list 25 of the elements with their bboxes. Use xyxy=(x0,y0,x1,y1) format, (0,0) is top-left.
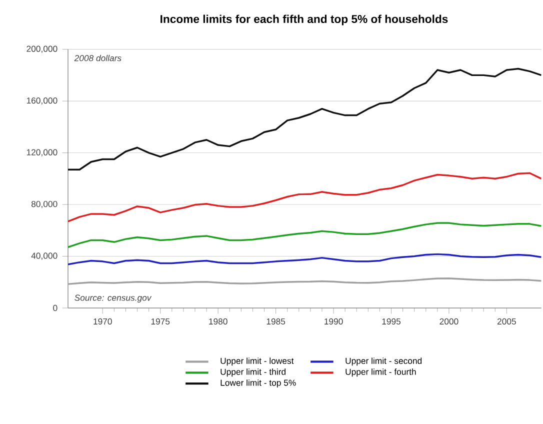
x-tick-label: 2000 xyxy=(440,318,458,325)
line-series xyxy=(68,222,542,248)
line-series xyxy=(68,68,542,170)
y-tick-label: 160,000 xyxy=(26,97,58,105)
y-tick-label: 200,000 xyxy=(26,46,58,53)
legend-label: Upper limit - third xyxy=(220,368,286,377)
line-series xyxy=(68,172,542,222)
x-tick-label: 1975 xyxy=(151,318,170,325)
legend-label: Upper limit - lowest xyxy=(220,358,294,366)
x-tick-label: 1985 xyxy=(266,318,286,325)
legend-label: Upper limit - fourth xyxy=(346,368,416,377)
legend-label: Upper limit - second xyxy=(346,358,422,366)
legend-label: Lower limit - top 5% xyxy=(220,379,296,388)
annotation: 2008 dollars xyxy=(74,54,122,62)
x-tick-label: 1970 xyxy=(94,318,112,325)
x-tick-label: 2005 xyxy=(497,318,516,325)
y-tick-label: 0 xyxy=(53,304,58,312)
y-tick-label: 80,000 xyxy=(31,200,58,208)
y-tick-label: 120,000 xyxy=(26,149,58,156)
x-tick-label: 1980 xyxy=(209,318,228,325)
x-tick-label: 1995 xyxy=(382,318,401,325)
x-tick-label: 1990 xyxy=(324,318,343,325)
y-tick-label: 40,000 xyxy=(31,252,58,260)
chart-title: Income limits for each fifth and top 5% of households xyxy=(160,14,448,26)
annotation: Source: census.gov xyxy=(74,294,152,303)
